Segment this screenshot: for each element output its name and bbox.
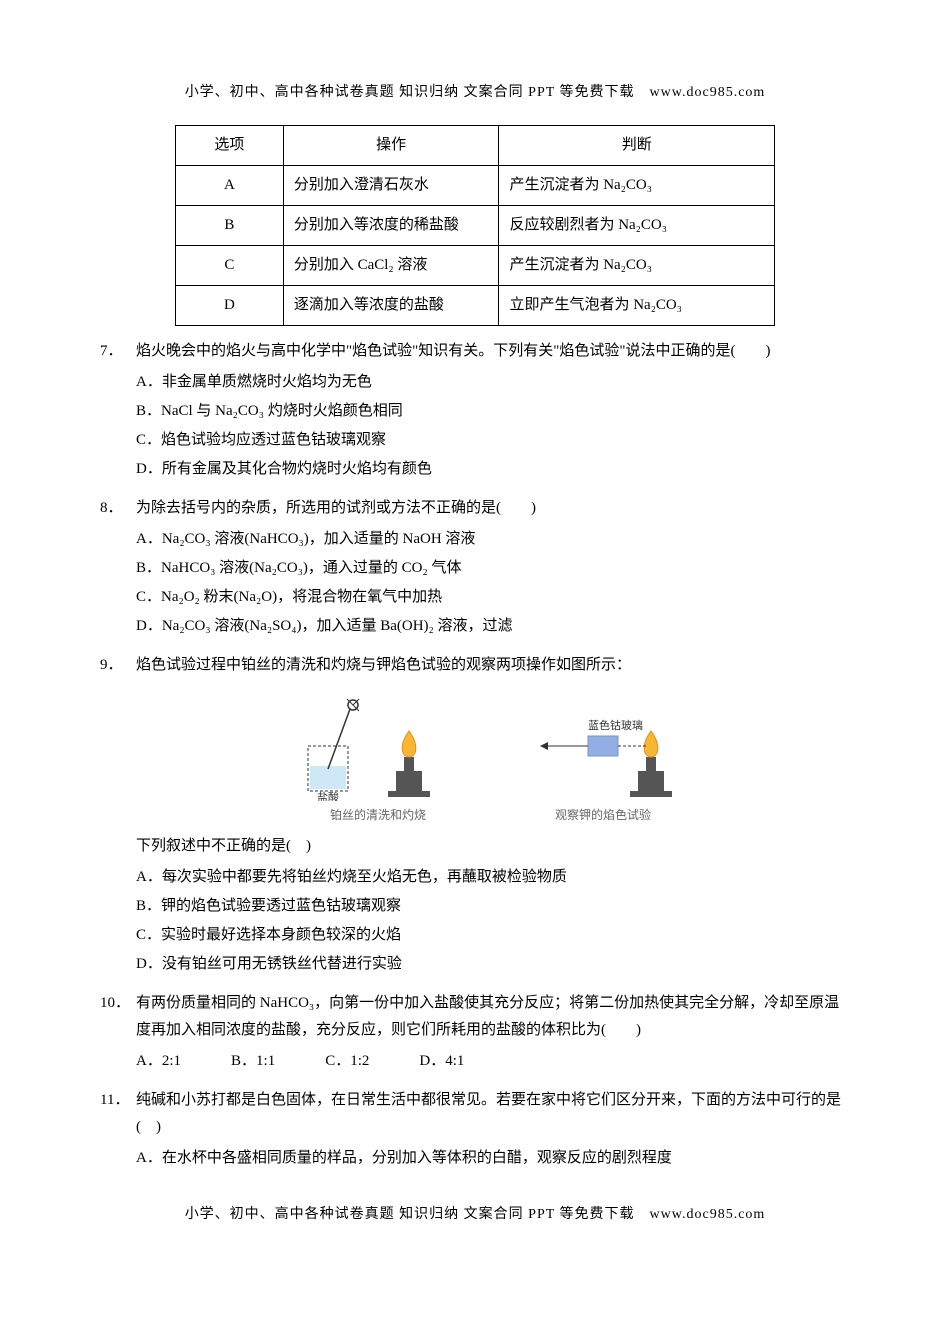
cell: A	[176, 166, 284, 206]
option-a: A．在水杯中各盛相同质量的样品，分别加入等体积的白醋，观察反应的剧烈程度	[136, 1145, 850, 1172]
table-header-row: 选项 操作 判断	[176, 126, 775, 166]
th-judgement: 判断	[499, 126, 775, 166]
svg-text:盐酸: 盐酸	[317, 790, 339, 801]
option-d: D．所有金属及其化合物灼烧时火焰均有颜色	[136, 456, 850, 483]
options-list: A．非金属单质燃烧时火焰均为无色 B．NaCl 与 Na₂CO₃ 灼烧时火焰颜色…	[136, 369, 850, 483]
options-inline: A．2:1 B．1:1 C．1:2 D．4:1	[136, 1048, 850, 1075]
figure: 盐酸 铂丝的清洗和灼烧	[136, 691, 850, 827]
option-b: B．1:1	[231, 1048, 275, 1075]
option-c: C．焰色试验均应透过蓝色钴玻璃观察	[136, 427, 850, 454]
question-number: 9．	[100, 652, 136, 978]
cell: 反应较剧烈者为 Na₂CO₃	[499, 206, 775, 246]
question-body: 为除去括号内的杂质，所选用的试剂或方法不正确的是( ) A．Na₂CO₃ 溶液(…	[136, 495, 850, 640]
table-row: A 分别加入澄清石灰水 产生沉淀者为 Na₂CO₃	[176, 166, 775, 206]
question-7: 7． 焰火晚会中的焰火与高中化学中"焰色试验"知识有关。下列有关"焰色试验"说法…	[100, 338, 850, 483]
option-a: A．非金属单质燃烧时火焰均为无色	[136, 369, 850, 396]
cell: C	[176, 246, 284, 286]
table-row: C 分别加入 CaCl₂ 溶液 产生沉淀者为 Na₂CO₃	[176, 246, 775, 286]
options-list: A．Na₂CO₃ 溶液(NaHCO₃)，加入适量的 NaOH 溶液 B．NaHC…	[136, 526, 850, 640]
cell: 分别加入 CaCl₂ 溶液	[283, 246, 499, 286]
options-table: 选项 操作 判断 A 分别加入澄清石灰水 产生沉淀者为 Na₂CO₃ B 分别加…	[175, 125, 775, 326]
question-body: 焰色试验过程中铂丝的清洗和灼烧与钾焰色试验的观察两项操作如图所示：	[136, 652, 850, 978]
question-stem: 焰色试验过程中铂丝的清洗和灼烧与钾焰色试验的观察两项操作如图所示：	[136, 652, 850, 679]
question-body: 有两份质量相同的 NaHCO₃，向第一份中加入盐酸使其充分反应；将第二份加热使其…	[136, 990, 850, 1075]
diagram-clean-wire-icon: 盐酸	[298, 691, 458, 801]
diagram-cobalt-glass-icon: 蓝色钴玻璃	[518, 691, 688, 801]
question-number: 11．	[100, 1087, 136, 1172]
question-number: 7．	[100, 338, 136, 483]
figure-left-caption: 铂丝的清洗和灼烧	[330, 805, 426, 827]
figure-right: 蓝色钴玻璃 观察钾的焰色试验	[518, 691, 688, 827]
th-option: 选项	[176, 126, 284, 166]
page-footer: 小学、初中、高中各种试卷真题 知识归纳 文案合同 PPT 等免费下载 www.d…	[100, 1202, 850, 1227]
table-row: B 分别加入等浓度的稀盐酸 反应较剧烈者为 Na₂CO₃	[176, 206, 775, 246]
option-b: B．NaHCO₃ 溶液(Na₂CO₃)，通入过量的 CO₂ 气体	[136, 555, 850, 582]
question-body: 焰火晚会中的焰火与高中化学中"焰色试验"知识有关。下列有关"焰色试验"说法中正确…	[136, 338, 850, 483]
option-b: B．钾的焰色试验要透过蓝色钴玻璃观察	[136, 893, 850, 920]
page-header: 小学、初中、高中各种试卷真题 知识归纳 文案合同 PPT 等免费下载 www.d…	[100, 80, 850, 105]
options-list: A．每次实验中都要先将铂丝灼烧至火焰无色，再蘸取被检验物质 B．钾的焰色试验要透…	[136, 864, 850, 978]
question-post: 下列叙述中不正确的是( )	[136, 833, 850, 860]
option-c: C．实验时最好选择本身颜色较深的火焰	[136, 922, 850, 949]
question-number: 10．	[100, 990, 136, 1075]
cell: 产生沉淀者为 Na₂CO₃	[499, 166, 775, 206]
question-8: 8． 为除去括号内的杂质，所选用的试剂或方法不正确的是( ) A．Na₂CO₃ …	[100, 495, 850, 640]
question-number: 8．	[100, 495, 136, 640]
figure-left: 盐酸 铂丝的清洗和灼烧	[298, 691, 458, 827]
question-stem: 为除去括号内的杂质，所选用的试剂或方法不正确的是( )	[136, 495, 850, 522]
cell: D	[176, 286, 284, 326]
cell: 逐滴加入等浓度的盐酸	[283, 286, 499, 326]
figure-right-caption: 观察钾的焰色试验	[555, 805, 651, 827]
question-body: 纯碱和小苏打都是白色固体，在日常生活中都很常见。若要在家中将它们区分开来，下面的…	[136, 1087, 850, 1172]
question-10: 10． 有两份质量相同的 NaHCO₃，向第一份中加入盐酸使其充分反应；将第二份…	[100, 990, 850, 1075]
option-d: D．没有铂丝可用无锈铁丝代替进行实验	[136, 951, 850, 978]
option-a: A．每次实验中都要先将铂丝灼烧至火焰无色，再蘸取被检验物质	[136, 864, 850, 891]
cell: 分别加入澄清石灰水	[283, 166, 499, 206]
cell: 立即产生气泡者为 Na₂CO₃	[499, 286, 775, 326]
cell: 分别加入等浓度的稀盐酸	[283, 206, 499, 246]
question-11: 11． 纯碱和小苏打都是白色固体，在日常生活中都很常见。若要在家中将它们区分开来…	[100, 1087, 850, 1172]
option-a: A．Na₂CO₃ 溶液(NaHCO₃)，加入适量的 NaOH 溶液	[136, 526, 850, 553]
option-a: A．2:1	[136, 1048, 181, 1075]
option-d: D．4:1	[419, 1048, 464, 1075]
page: 小学、初中、高中各种试卷真题 知识归纳 文案合同 PPT 等免费下载 www.d…	[0, 0, 950, 1267]
option-c: C．Na₂O₂ 粉末(Na₂O)，将混合物在氧气中加热	[136, 584, 850, 611]
cell: B	[176, 206, 284, 246]
svg-text:蓝色钴玻璃: 蓝色钴玻璃	[588, 718, 643, 732]
question-stem: 纯碱和小苏打都是白色固体，在日常生活中都很常见。若要在家中将它们区分开来，下面的…	[136, 1087, 850, 1141]
cell: 产生沉淀者为 Na₂CO₃	[499, 246, 775, 286]
table-row: D 逐滴加入等浓度的盐酸 立即产生气泡者为 Na₂CO₃	[176, 286, 775, 326]
question-9: 9． 焰色试验过程中铂丝的清洗和灼烧与钾焰色试验的观察两项操作如图所示：	[100, 652, 850, 978]
option-b: B．NaCl 与 Na₂CO₃ 灼烧时火焰颜色相同	[136, 398, 850, 425]
th-operation: 操作	[283, 126, 499, 166]
question-stem: 焰火晚会中的焰火与高中化学中"焰色试验"知识有关。下列有关"焰色试验"说法中正确…	[136, 338, 850, 365]
option-c: C．1:2	[325, 1048, 369, 1075]
options-list: A．在水杯中各盛相同质量的样品，分别加入等体积的白醋，观察反应的剧烈程度	[136, 1145, 850, 1172]
question-stem: 有两份质量相同的 NaHCO₃，向第一份中加入盐酸使其充分反应；将第二份加热使其…	[136, 990, 850, 1044]
option-d: D．Na₂CO₃ 溶液(Na₂SO₄)，加入适量 Ba(OH)₂ 溶液，过滤	[136, 613, 850, 640]
